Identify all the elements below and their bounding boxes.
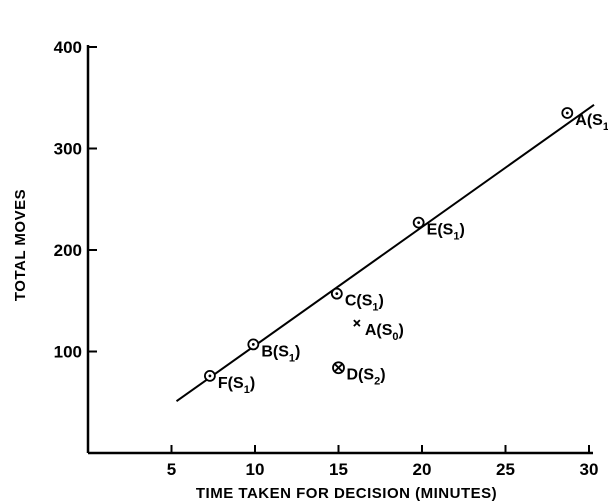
fit-line	[175, 104, 595, 403]
marker-center-dot	[335, 292, 339, 296]
data-point: F(S1)	[204, 369, 255, 396]
x-tick-label: 15	[329, 460, 348, 479]
data-point: B(S1)	[247, 338, 300, 364]
axes	[86, 45, 593, 455]
x-tick-label: 25	[496, 460, 515, 479]
x-axis-label: TIME TAKEN FOR DECISION (MINUTES)	[196, 485, 497, 502]
x-marker-line	[353, 319, 361, 327]
marker-center-dot	[417, 221, 421, 224]
marker-center-dot	[565, 111, 569, 115]
x-tick-label: 10	[246, 460, 265, 479]
point-label: A(S0)	[365, 322, 404, 343]
point-label: C(S1)	[345, 293, 384, 314]
marker-cross-line	[334, 363, 343, 373]
data-point: E(S1)	[412, 216, 465, 243]
data-points: F(S1) B(S1) C(S1) E(S1) A(S1) A(S0) D(S2)	[204, 107, 608, 396]
point-label: A(S1)	[575, 112, 608, 133]
x-tick-label: 20	[413, 460, 432, 479]
y-tick-label: 200	[54, 241, 82, 260]
y-tick-label: 400	[54, 38, 82, 57]
y-tick-label: 300	[54, 140, 82, 159]
point-label: B(S1)	[261, 343, 300, 364]
x-tick-label: 5	[167, 460, 176, 479]
data-point: C(S1)	[330, 287, 384, 314]
marker-center-dot	[208, 374, 212, 378]
point-label: D(S2)	[347, 367, 386, 388]
point-label: E(S1)	[427, 222, 465, 243]
y-axis-label: TOTAL MOVES	[12, 189, 29, 301]
point-label: F(S1)	[218, 375, 255, 396]
x-tick-label: 30	[580, 460, 599, 479]
marker-center-dot	[251, 342, 255, 346]
data-point: A(S1)	[561, 107, 608, 133]
y-tick-label: 100	[54, 343, 82, 362]
data-point: D(S2)	[332, 361, 386, 388]
x-axis-ticks: 5 10 15 20 25 30	[167, 445, 599, 479]
y-axis-ticks: 100 200 300 400	[54, 38, 97, 362]
data-point: A(S0)	[353, 319, 404, 343]
